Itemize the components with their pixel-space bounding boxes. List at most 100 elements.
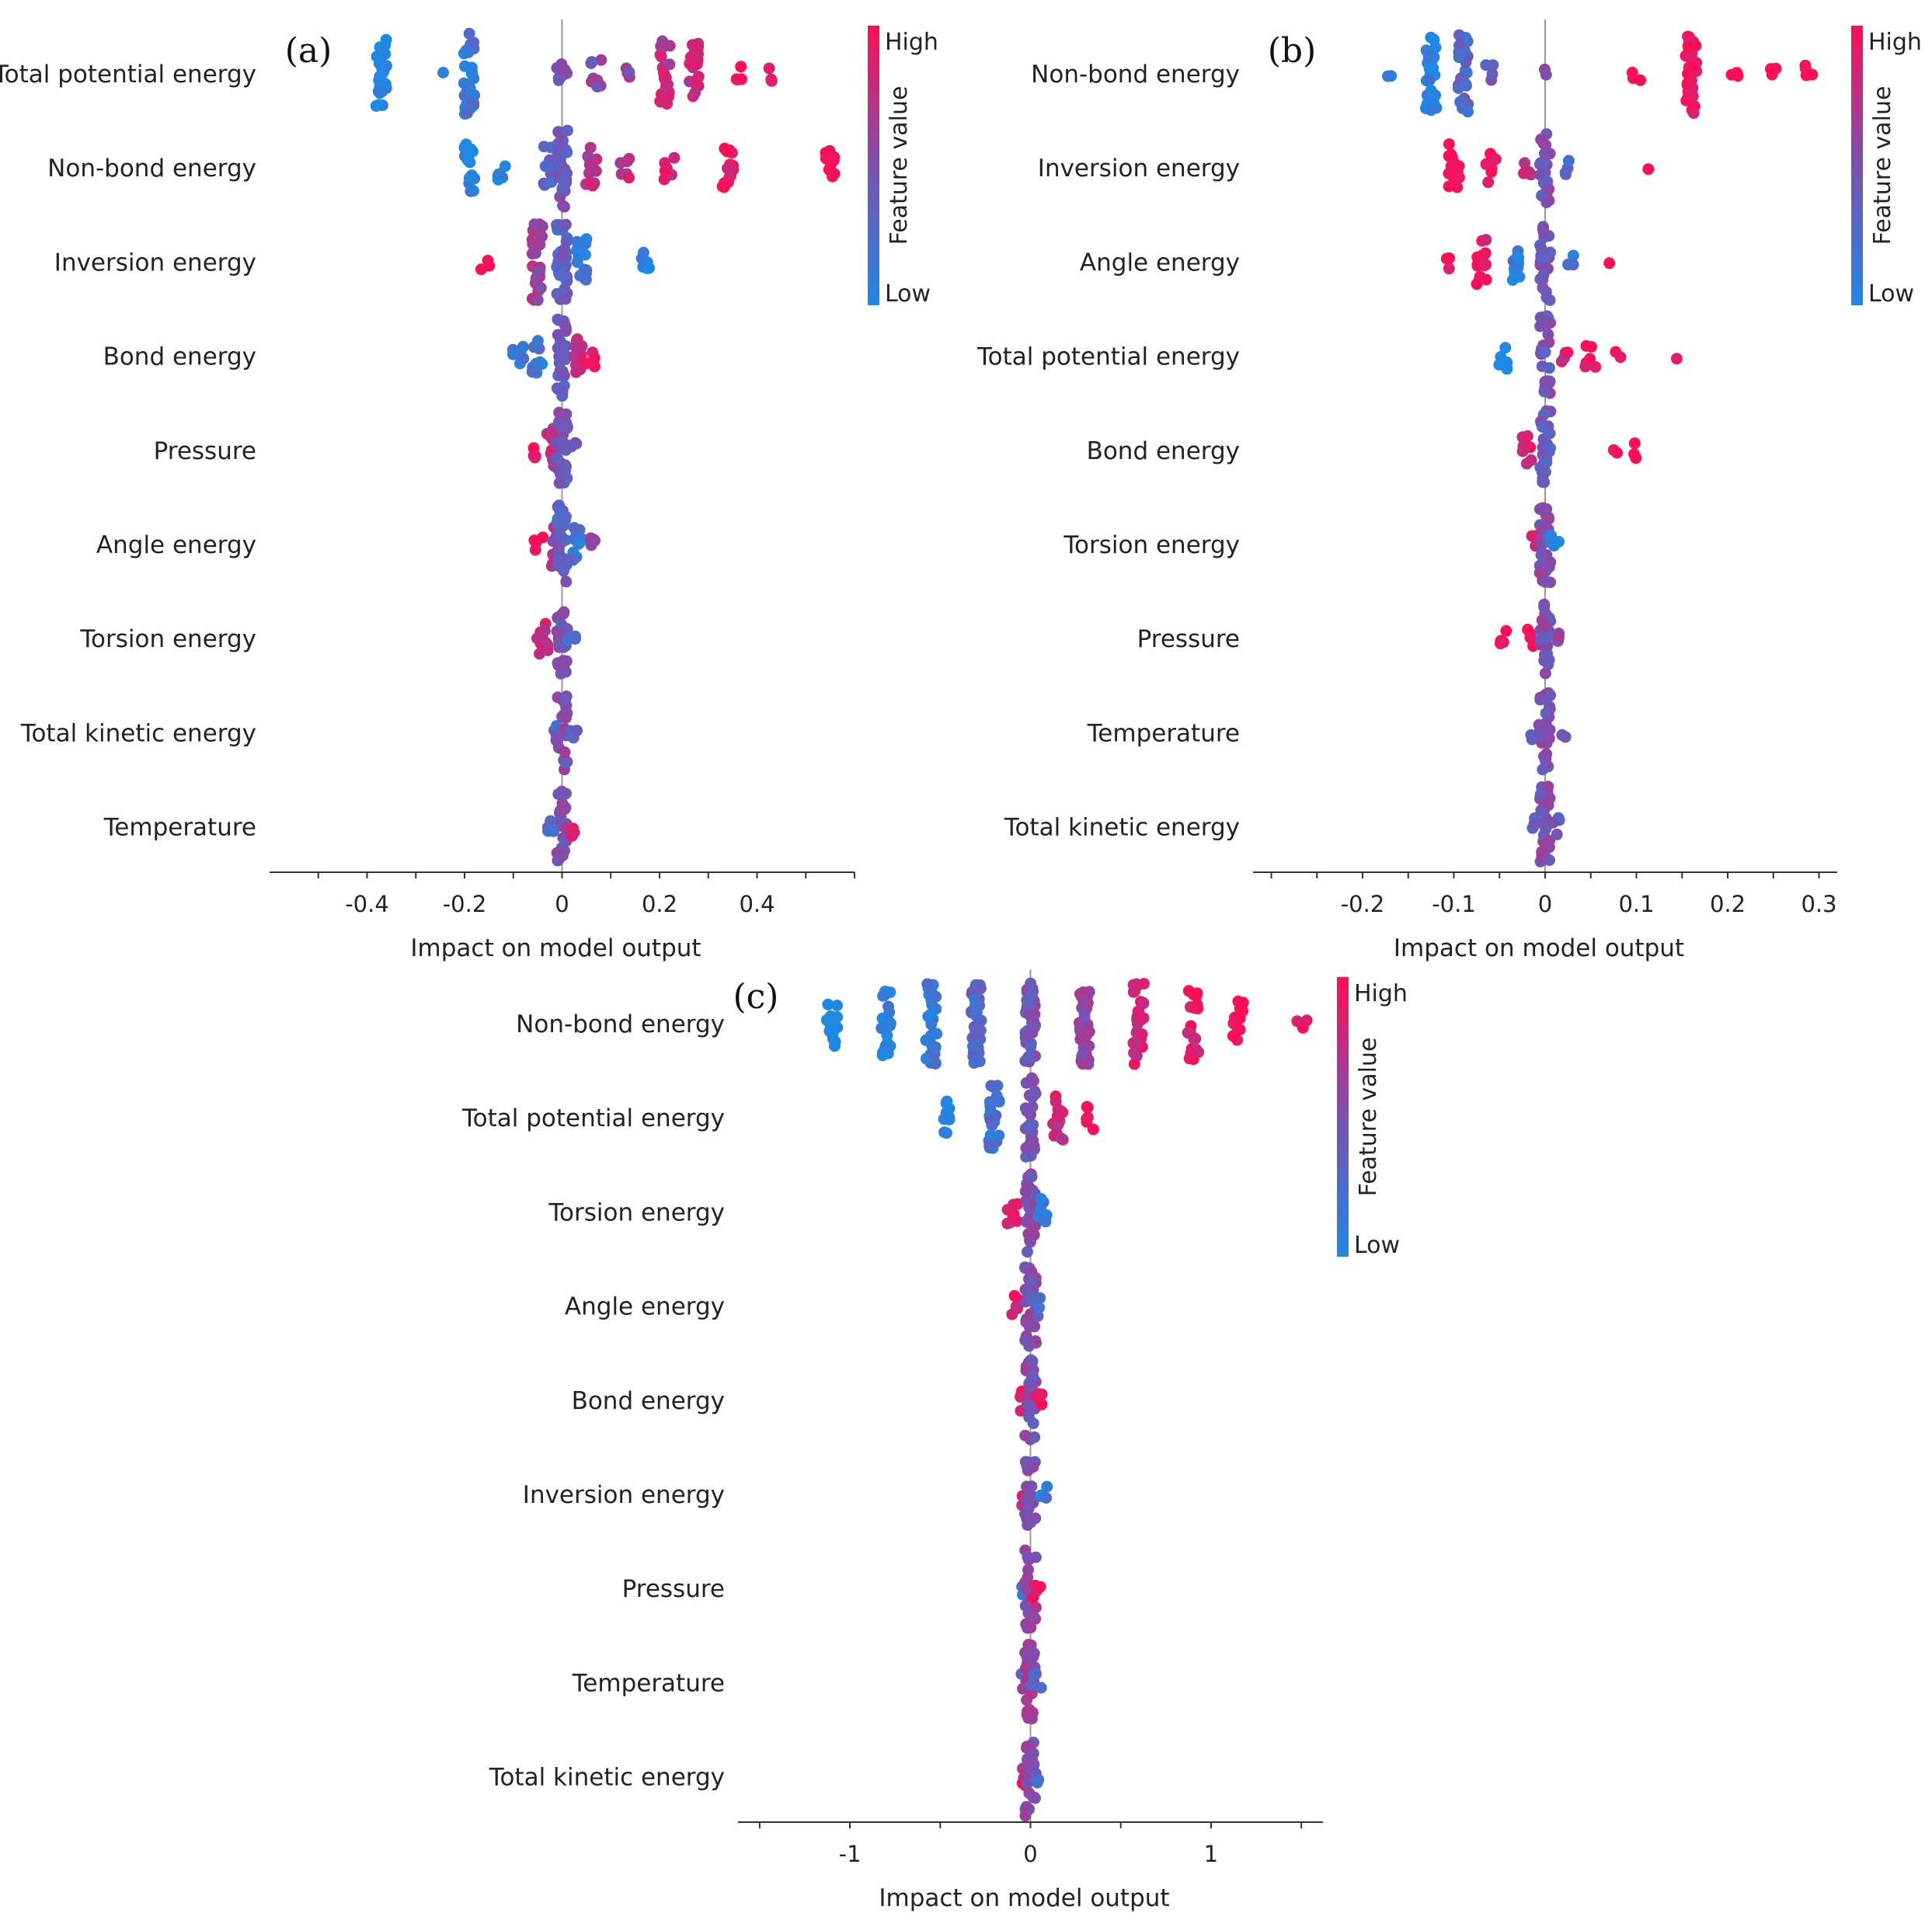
shap-point	[1538, 176, 1551, 188]
shap-point	[545, 815, 557, 827]
shap-point	[1482, 176, 1495, 189]
shap-point	[1686, 75, 1697, 87]
shap-point	[552, 732, 564, 745]
shap-point	[559, 293, 572, 305]
shap-point	[376, 42, 388, 54]
shap-point	[580, 264, 593, 277]
shap-point	[623, 172, 635, 184]
shap-point	[1034, 1581, 1046, 1593]
feature-row-dots	[1516, 405, 1642, 489]
shap-point	[552, 383, 564, 395]
shap-point	[1562, 259, 1574, 271]
shap-point	[1024, 1118, 1036, 1130]
shap-point	[654, 95, 667, 107]
x-tick-label: -0.2	[1341, 891, 1385, 917]
shap-point	[558, 606, 570, 618]
shap-point	[1443, 180, 1455, 193]
shap-point	[567, 554, 580, 566]
shap-point	[1685, 51, 1697, 64]
shap-point	[585, 176, 597, 189]
feature-row-dots	[938, 1072, 1099, 1163]
shap-point	[1553, 631, 1565, 643]
shap-point	[1297, 1021, 1309, 1034]
feature-row-dots	[1526, 781, 1565, 868]
shap-point	[920, 1034, 932, 1046]
shap-point	[1022, 1712, 1035, 1724]
shap-point	[465, 143, 477, 155]
colorbar	[1337, 977, 1349, 1257]
shap-point	[559, 666, 572, 678]
feature-label: Bond energy	[103, 343, 256, 371]
shap-point	[880, 1021, 893, 1032]
shap-point	[1138, 978, 1150, 990]
shap-point	[1539, 376, 1551, 388]
shap-point	[542, 160, 554, 172]
shap-point	[1579, 360, 1592, 373]
shap-point	[465, 86, 477, 99]
shap-point	[1628, 437, 1641, 450]
shap-point	[1029, 1551, 1042, 1564]
shap-point	[1027, 1650, 1039, 1663]
shap-point	[1077, 986, 1089, 998]
shap-point	[1081, 1113, 1093, 1125]
shap-point	[558, 167, 570, 179]
shap-point	[1029, 1792, 1041, 1804]
shap-point	[552, 342, 564, 354]
shap-point	[1534, 311, 1547, 324]
shap-point	[1041, 1480, 1053, 1493]
feature-label: Bond energy	[1087, 437, 1240, 465]
shap-point	[1023, 1410, 1035, 1423]
shap-point	[534, 648, 545, 660]
shap-point	[1544, 442, 1556, 454]
shap-point	[882, 1000, 894, 1013]
feature-row-dots	[475, 218, 655, 306]
shap-point	[1021, 1460, 1033, 1472]
x-tick-label: -0.4	[345, 891, 389, 917]
shap-point	[1499, 342, 1512, 354]
shap-point	[552, 854, 565, 866]
shap-point	[1025, 1041, 1037, 1053]
shap-point	[1025, 1236, 1036, 1248]
feature-row-dots	[548, 690, 583, 776]
shap-point	[1127, 986, 1140, 998]
shap-point	[657, 67, 670, 79]
shap-point	[553, 477, 566, 489]
feature-label: Temperature	[572, 1669, 725, 1697]
shap-point	[1540, 456, 1553, 468]
shap-point	[1025, 1275, 1038, 1288]
shap-point	[568, 826, 580, 839]
x-tick-label: 0.2	[642, 891, 677, 917]
shap-point	[531, 335, 544, 347]
shap-point	[1021, 1480, 1033, 1493]
colorbar-high-label: High	[1868, 29, 1922, 56]
shap-point	[1538, 598, 1551, 610]
shap-point	[1055, 1132, 1067, 1144]
shap-point	[587, 346, 599, 359]
shap-point	[1614, 351, 1627, 363]
shap-point	[461, 154, 474, 166]
feature-row-dots	[1016, 1456, 1053, 1531]
feature-label: Pressure	[1137, 625, 1240, 653]
shap-point	[1500, 624, 1513, 637]
shap-point	[560, 408, 573, 420]
shap-point	[1448, 156, 1460, 169]
shap-point	[1478, 259, 1491, 272]
shap-point	[1188, 987, 1200, 1000]
shap-point	[1033, 1301, 1046, 1313]
shap-point	[1019, 1429, 1032, 1442]
feature-label: Torsion energy	[1063, 531, 1240, 559]
shap-point	[1022, 1246, 1033, 1258]
colorbar-high-label: High	[885, 29, 938, 56]
shap-point	[528, 218, 541, 231]
shap-point	[1083, 1040, 1095, 1052]
shap-point	[1027, 1371, 1039, 1383]
shap-point	[1425, 104, 1437, 117]
shap-point	[1010, 1300, 1022, 1313]
shap-point	[517, 353, 530, 364]
shap-point	[527, 245, 540, 257]
shap-point	[663, 58, 676, 71]
x-tick-label: 0	[1023, 1841, 1037, 1867]
shap-point	[1539, 148, 1551, 159]
shap-point	[556, 249, 569, 262]
colorbar-title: Feature value	[1355, 1038, 1382, 1197]
